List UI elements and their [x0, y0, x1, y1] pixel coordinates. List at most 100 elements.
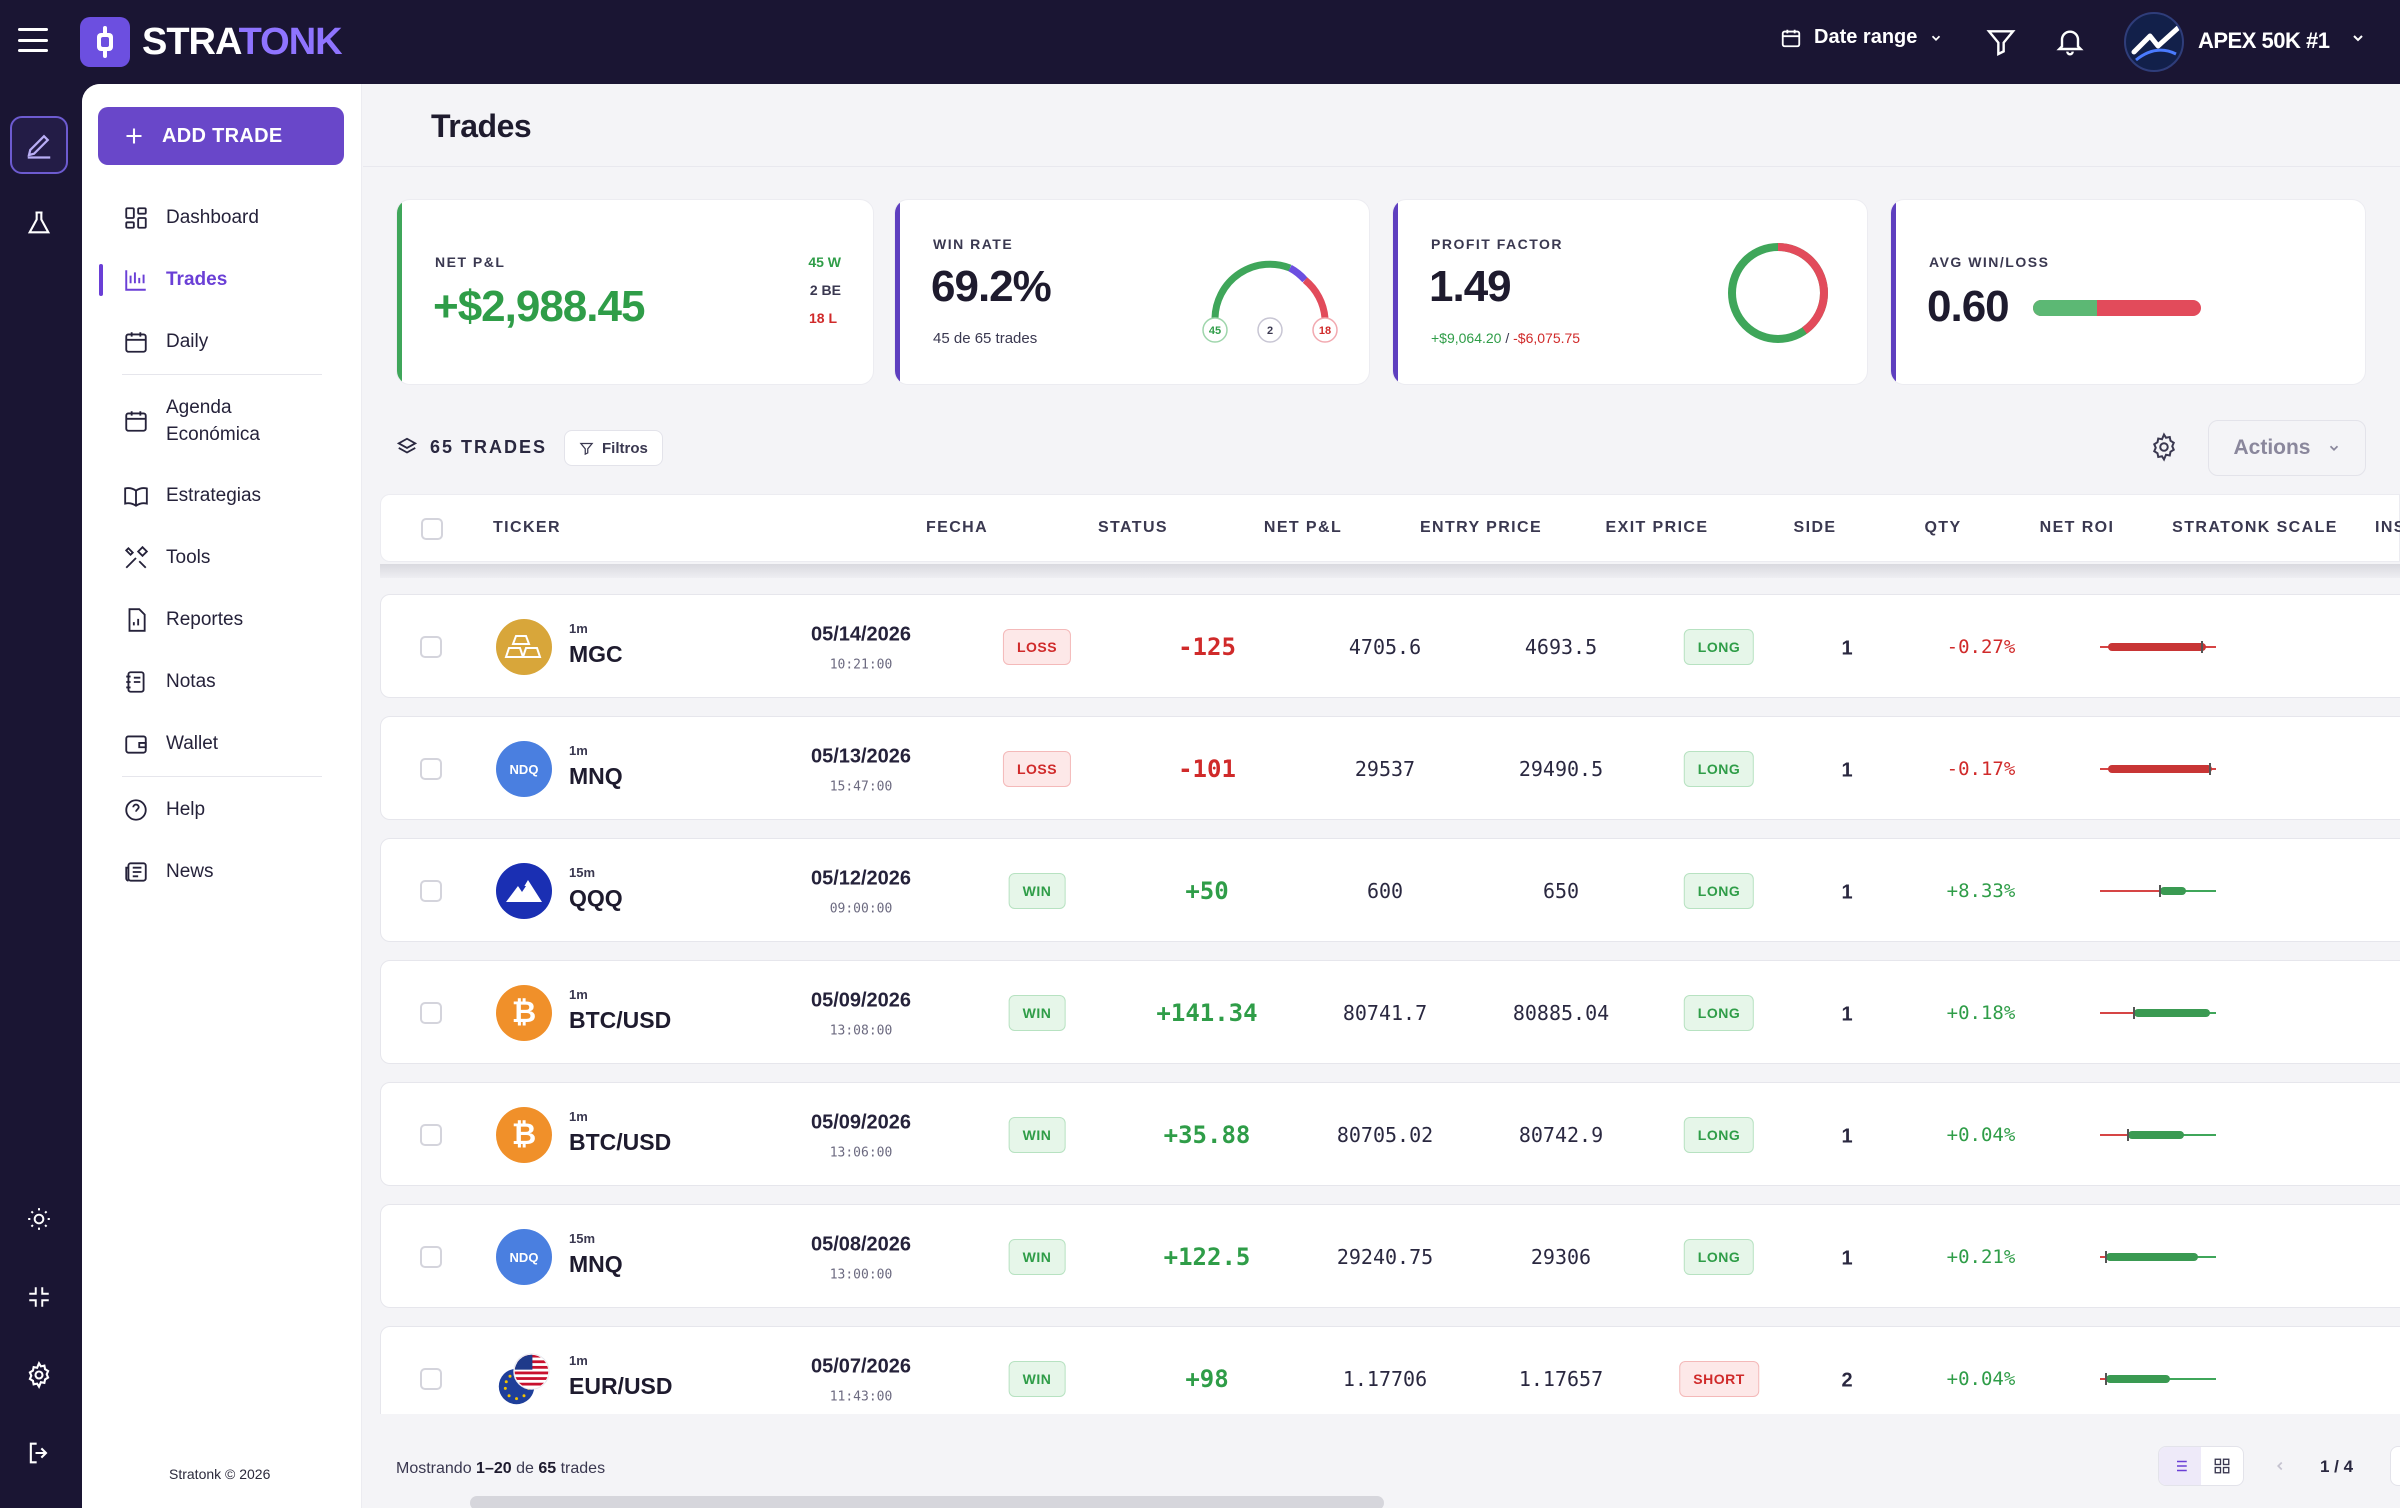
side-badge: LONG — [1683, 1117, 1755, 1153]
flask-icon — [27, 211, 51, 234]
qqq-icon — [496, 863, 552, 919]
lab-rail-button[interactable] — [10, 194, 68, 252]
sidebar-item-wallet[interactable]: Wallet — [82, 730, 361, 758]
filter-icon[interactable] — [1985, 26, 2017, 63]
filters-button[interactable]: Filtros — [564, 430, 663, 466]
status-badge: WIN — [1008, 1361, 1066, 1397]
row-checkbox[interactable] — [420, 880, 442, 902]
table-row[interactable]: ₿ 1m BTC/USD 05/09/2026 13:06:00 WIN +35… — [380, 1082, 2400, 1186]
account-avatar[interactable] — [2124, 12, 2184, 72]
table-row[interactable]: 1m MGC 05/14/2026 10:21:00 LOSS -125 470… — [380, 594, 2400, 698]
sidebar-item-trades[interactable]: Trades — [82, 264, 361, 296]
chevron-down-icon — [2329, 445, 2338, 451]
row-checkbox[interactable] — [420, 1002, 442, 1024]
add-trade-button[interactable]: ADD TRADE — [98, 107, 344, 165]
showing-prefix: Mostrando — [396, 1460, 472, 1477]
table-settings-button[interactable] — [2149, 432, 2179, 467]
column-header-fecha[interactable]: FECHA — [925, 519, 989, 536]
card-label: NET P&L — [435, 254, 506, 270]
sidebar-item-news[interactable]: News — [82, 858, 361, 886]
date-range-button[interactable]: Date range — [1780, 26, 1943, 49]
title-divider — [363, 166, 2400, 167]
calendar-icon — [122, 407, 150, 435]
journal-rail-button[interactable] — [10, 116, 68, 174]
column-header-entry-price[interactable]: ENTRY PRICE — [1419, 519, 1543, 536]
list-view-button[interactable] — [2159, 1447, 2201, 1485]
table-row[interactable]: 15m QQQ 05/12/2026 09:00:00 WIN +50 600 … — [380, 838, 2400, 942]
bell-icon[interactable] — [2054, 25, 2086, 62]
sidebar-item-label: Tools — [166, 547, 211, 568]
theme-toggle-button[interactable] — [10, 1190, 68, 1248]
column-header-exit-price[interactable]: EXIT PRICE — [1605, 519, 1709, 536]
exit-price: 80742.9 — [1518, 1123, 1604, 1147]
column-header-net-pnl[interactable]: NET P&L — [1263, 519, 1343, 536]
table-row[interactable]: NDQ 15m MNQ 05/08/2026 13:00:00 WIN +122… — [380, 1204, 2400, 1308]
trade-date: 05/09/2026 — [810, 989, 912, 1012]
net-roi: +8.33% — [1946, 880, 2016, 902]
table-row[interactable]: 1m EUR/USD 05/07/2026 11:43:00 WIN +98 1… — [380, 1326, 2400, 1414]
stratonk-scale — [2100, 885, 2216, 897]
actions-label: Actions — [2233, 436, 2311, 459]
row-checkbox[interactable] — [420, 1246, 442, 1268]
chevron-down-icon[interactable] — [2350, 30, 2366, 51]
sidebar: ADD TRADE Dashboard Trades Daily Agenda E… — [82, 84, 362, 1508]
sidebar-item-daily[interactable]: Daily — [82, 328, 361, 356]
column-header-ticker[interactable]: TICKER — [493, 519, 561, 536]
sidebar-item-dashboard[interactable]: Dashboard — [82, 204, 361, 232]
calendar-icon — [122, 328, 150, 356]
entry-price: 29537 — [1354, 757, 1416, 781]
logout-button[interactable] — [10, 1424, 68, 1482]
row-checkbox[interactable] — [420, 1124, 442, 1146]
column-header-insights[interactable]: INSIGH — [2375, 519, 2400, 536]
sidebar-item-help[interactable]: Help — [82, 796, 361, 824]
table-row[interactable]: NDQ 1m MNQ 05/13/2026 15:47:00 LOSS -101… — [380, 716, 2400, 820]
top-bar: STRATONK Date range APEX 50K #1 — [0, 0, 2400, 84]
prev-page-button[interactable] — [2260, 1446, 2300, 1486]
news-icon — [122, 858, 150, 886]
sidebar-item-agenda[interactable]: Agenda Económica — [82, 394, 361, 448]
net-pnl: +122.5 — [1163, 1243, 1251, 1271]
table-row[interactable]: ₿ 1m BTC/USD 05/09/2026 13:08:00 WIN +14… — [380, 960, 2400, 1064]
horizontal-scrollbar[interactable] — [470, 1496, 1384, 1508]
entry-price: 80705.02 — [1336, 1123, 1434, 1147]
sidebar-footer: Stratonk © 2026 — [169, 1466, 271, 1482]
column-header-qty[interactable]: QTY — [1924, 519, 1962, 536]
actions-dropdown[interactable]: Actions — [2208, 420, 2366, 476]
brand-part-a: STRA — [142, 21, 240, 63]
row-checkbox[interactable] — [420, 636, 442, 658]
column-header-side[interactable]: SIDE — [1793, 519, 1837, 536]
gross-loss: -$6,075.75 — [1513, 330, 1581, 346]
sidebar-item-reportes[interactable]: Reportes — [82, 606, 361, 634]
row-checkbox[interactable] — [420, 758, 442, 780]
account-name[interactable]: APEX 50K #1 — [2198, 28, 2330, 53]
sidebar-item-tools[interactable]: Tools — [82, 544, 361, 572]
card-label: AVG WIN/LOSS — [1929, 254, 2050, 270]
ticker-timeframe: 1m — [569, 621, 588, 636]
gross-separator: / — [1505, 330, 1510, 346]
side-badge: LONG — [1683, 1239, 1755, 1275]
ndq-icon: NDQ — [496, 1229, 552, 1285]
profit-factor-value: 1.49 — [1429, 262, 1512, 311]
select-all-checkbox[interactable] — [421, 518, 443, 540]
grid-view-button[interactable] — [2201, 1447, 2243, 1485]
row-checkbox[interactable] — [420, 1368, 442, 1390]
status-badge: WIN — [1008, 1117, 1066, 1153]
trade-time: 13:08:00 — [829, 1023, 893, 1039]
menu-icon[interactable] — [18, 28, 48, 52]
win-rate-value: 69.2% — [931, 262, 1052, 311]
collapse-button[interactable] — [10, 1268, 68, 1326]
logout-icon — [29, 1442, 48, 1464]
help-icon — [122, 796, 150, 824]
sidebar-item-notas[interactable]: Notas — [82, 668, 361, 696]
sidebar-item-estrategias[interactable]: Estrategias — [82, 482, 361, 510]
column-header-net-roi[interactable]: NET ROI — [2039, 519, 2115, 536]
showing-count: Mostrando 1–20 de 65 trades — [396, 1460, 605, 1478]
column-header-status[interactable]: STATUS — [1097, 519, 1169, 536]
column-header-stratonk-scale[interactable]: STRATONK SCALE — [2172, 519, 2338, 536]
next-page-button[interactable] — [2390, 1446, 2400, 1486]
settings-rail-button[interactable] — [10, 1346, 68, 1404]
status-badge: WIN — [1008, 873, 1066, 909]
tools-icon — [122, 544, 150, 572]
net-pnl: -125 — [1178, 633, 1236, 661]
bitcoin-icon: ₿ — [496, 1107, 552, 1163]
